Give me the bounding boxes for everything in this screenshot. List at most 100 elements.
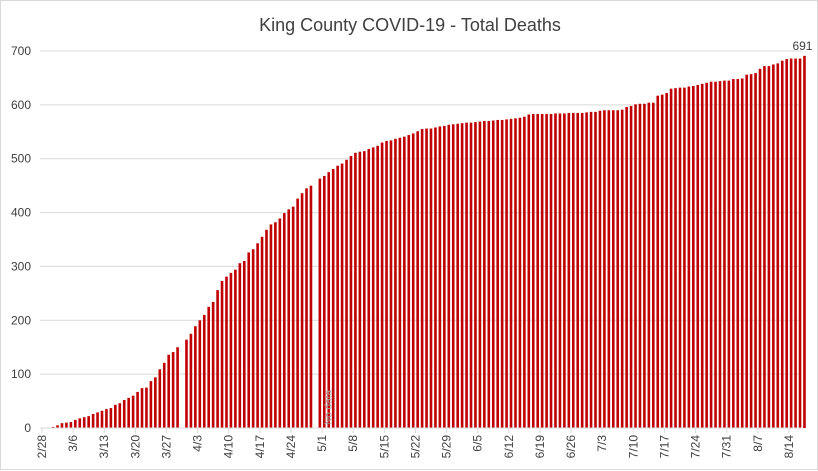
annotations: No data 691 [324,39,813,425]
bar-4/16 [256,243,259,428]
bar-5/17 [394,138,397,429]
bar-6/25 [567,112,571,428]
bar-7/20 [678,87,682,429]
bar-5/24 [425,128,428,429]
bar-3/16 [118,403,122,428]
bar-5/26 [434,127,437,428]
x-tick-label: 3/27 [159,435,173,459]
bar-8/12 [780,60,784,428]
bar-3/4 [65,422,68,428]
bar-5/7 [349,156,353,428]
x-tick-label: 7/3 [595,435,609,452]
bar-6/26 [571,112,575,428]
bar-8/4 [745,74,748,428]
bar-7/7 [620,109,624,428]
bar-4/27 [305,188,308,428]
bar-3/13 [105,409,108,428]
bar-4/26 [300,193,304,428]
bar-7/15 [656,95,660,428]
x-tick-label: 6/5 [471,435,485,452]
bar-7/12 [643,103,646,428]
bar-7/10 [634,104,637,428]
x-tick-label: 5/29 [440,435,454,459]
bar-7/18 [669,88,673,428]
bar-8/6 [754,73,757,428]
gridlines [40,50,801,375]
no-data-label: No data [324,390,335,425]
bar-3/17 [122,399,126,428]
x-tick-label: 7/31 [720,435,734,459]
bar-6/14 [518,117,522,428]
bar-5/8 [354,152,357,429]
bar-4/13 [242,261,246,428]
bar-6/11 [505,119,508,429]
bar-5/13 [376,145,379,429]
bar-4/5 [207,306,210,428]
y-tick-label: 700 [11,44,31,58]
bar-7/14 [652,102,655,428]
bar-7/5 [611,110,615,429]
bar-3/14 [109,408,113,428]
bar-3/19 [131,395,135,428]
y-tick-label: 0 [24,421,31,435]
bar-6/10 [500,119,504,428]
bar-3/20 [136,391,139,428]
bar-4/11 [234,269,237,428]
x-axis: 2/28 3/6 3/13 3/20 3/27 4/3 4/10 4/17 4/24 5/1 5/8… [35,428,796,458]
bar-7/21 [683,87,686,429]
x-tick-label: 7/24 [689,435,703,459]
x-tick-label: 6/19 [533,435,547,459]
bar-8/7 [758,68,762,429]
bar-4/21 [278,218,282,428]
x-tick-label: 6/26 [564,435,578,459]
bar-6/2 [465,122,468,428]
bar-6/24 [563,113,566,428]
bar-3/6 [74,419,77,428]
bar-6/9 [496,119,499,428]
y-tick-label: 500 [11,152,31,166]
bar-6/12 [509,118,513,429]
bar-6/8 [491,120,495,428]
bar-7/28 [714,81,717,428]
bar-3/22 [145,387,148,428]
bar-6/27 [576,112,580,428]
bar-8/16 [798,58,802,428]
bar-4/15 [251,249,255,428]
bar-3/2 [56,425,59,428]
bar-8/5 [749,74,753,428]
bar-7/1 [594,111,597,429]
bar-5/12 [371,147,375,428]
bar-6/13 [514,118,517,428]
bar-6/4 [474,122,477,428]
bar-4/24 [291,206,295,428]
bar-8/15 [794,58,797,428]
bar-5/21 [411,133,415,428]
bar-3/12 [100,410,104,428]
chart-title: King County COVID-19 - Total Deaths [259,15,561,35]
bar-4/12 [238,263,242,428]
bar-5/1 [323,175,326,428]
bar-6/16 [527,114,531,429]
bar-4/22 [282,213,286,428]
bar-6/15 [523,116,526,429]
bar-3/21 [140,388,144,428]
bar-7/16 [660,94,664,429]
bar-7/22 [687,86,691,429]
bar-7/3 [603,110,606,429]
bar-4/4 [202,314,206,428]
bar-4/6 [211,301,215,428]
bar-7/17 [665,93,668,428]
bar-5/31 [456,123,459,429]
bar-3/23 [149,381,153,428]
bar-4/10 [229,272,233,428]
bar-4/28 [309,185,313,428]
x-tick-label: 6/12 [502,435,516,459]
bar-5/25 [429,128,433,429]
bar-7/30 [723,80,726,429]
bar-6/28 [580,112,584,428]
bar-7/26 [705,82,708,428]
bar-7/6 [616,110,620,429]
bar-3/5 [69,422,73,428]
bar-3/10 [91,414,95,428]
